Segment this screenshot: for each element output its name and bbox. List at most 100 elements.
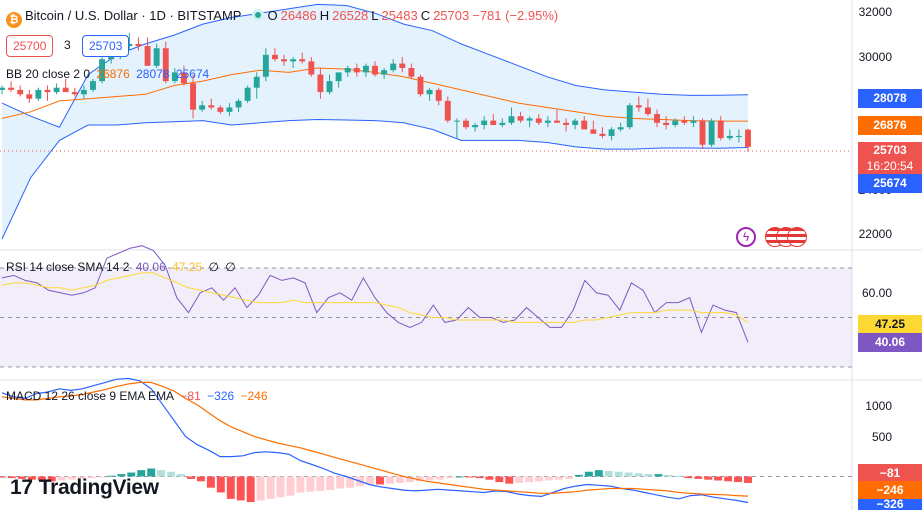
macd-hist-bar (256, 476, 265, 501)
price-tick: 22000 (858, 227, 892, 241)
high-value: 26528 (332, 8, 369, 23)
macd-hist-bar (515, 476, 524, 483)
candle-body (262, 54, 269, 77)
macd-hist-bar (614, 471, 623, 477)
candle-body (326, 81, 333, 93)
candle-body (408, 67, 415, 77)
candle-body (190, 83, 197, 110)
bitcoin-icon: ₿ (6, 12, 22, 28)
rsi-sma-line (1, 272, 749, 323)
rsi-tick: 60.00 (861, 286, 892, 300)
candle-body (526, 118, 533, 121)
change-value: −781 (−2.95%) (472, 8, 559, 23)
macd-signal-value: −246 (240, 389, 268, 403)
close-label: C (420, 8, 431, 23)
macd-hist-bar (7, 476, 16, 479)
us-flag-icon[interactable] (787, 227, 807, 247)
candle-body (399, 63, 406, 68)
tv-logo-icon: 17 (10, 476, 33, 499)
tv-logo-text: TradingView (38, 476, 159, 499)
macd-hist-bar (495, 476, 504, 483)
macd-hist-bar (206, 476, 215, 488)
macd-hist-bar (505, 476, 514, 484)
candle-body (362, 65, 369, 73)
macd-hist-bar (714, 476, 723, 481)
candle-body (617, 127, 624, 130)
candle-body (35, 89, 42, 99)
price-tick: 30000 (858, 50, 892, 64)
symbol-title[interactable]: Bitcoin / U.S. Dollar · 1D · BITSTAMP (25, 8, 242, 23)
macd-hist-bar (624, 472, 633, 477)
rsi-legend[interactable]: RSI 14 close SMA 14 2 40.06 47.25 ∅ ∅ (6, 260, 239, 274)
candle-body (144, 46, 151, 66)
candle-body (244, 87, 251, 101)
candle-body (745, 129, 751, 147)
macd-hist-bar (545, 476, 554, 481)
candle-body (226, 107, 233, 112)
bb-lower-value: 25674 (175, 67, 210, 81)
lightning-icon[interactable]: ϟ (736, 227, 756, 247)
candle-body (663, 122, 670, 125)
macd-hist-bar (167, 471, 176, 477)
open-value: 26486 (280, 8, 317, 23)
candlestick-series[interactable] (0, 32, 751, 152)
candle-body (253, 76, 260, 88)
candle-body (0, 87, 5, 90)
rsi-extra2: ∅ (225, 260, 236, 274)
bb-legend[interactable]: BB 20 close 2 0 26876 28078 25674 (6, 67, 212, 81)
macd-hist-bar (664, 474, 673, 477)
candle-body (372, 65, 378, 75)
macd-hist-bar (684, 476, 693, 479)
macd-hist-bar (286, 476, 295, 496)
candle-body (390, 63, 397, 71)
candle-body (481, 120, 488, 125)
macd-hist-bar (326, 476, 335, 491)
candle-body (17, 89, 24, 95)
macd-hist-bar (177, 474, 186, 477)
last-price-tag: 25703 (858, 142, 922, 159)
candle-body (308, 61, 315, 75)
macd-hist-bar (57, 476, 66, 481)
price-tick: 32000 (858, 5, 892, 19)
tradingview-logo[interactable]: 17 TradingView (10, 476, 159, 500)
macd-hist-bar (37, 476, 46, 481)
rsi-value: 40.06 (135, 260, 166, 274)
candle-body (690, 120, 697, 123)
macd-hist-bar (425, 476, 434, 481)
candle-body (299, 59, 306, 62)
candle-body (453, 120, 460, 122)
candle-body (717, 120, 724, 139)
candle-body (508, 116, 515, 123)
macd-hist-bar (17, 476, 26, 479)
macd-hist-bar (395, 476, 404, 483)
macd-pane (0, 377, 852, 504)
macd-legend[interactable]: MACD 12 26 close 9 EMA EMA −81 −326 −246 (6, 389, 271, 403)
candle-body (517, 116, 524, 121)
macd-hist-bar (465, 476, 474, 478)
rsi-tag: 40.06 (858, 333, 922, 352)
macd-hist-bar (196, 476, 205, 482)
candle-body (726, 135, 733, 139)
candle-body (590, 129, 597, 134)
candle-body (335, 72, 342, 82)
candle-body (217, 107, 224, 112)
candle-body (135, 43, 142, 47)
macd-hist-bar (445, 476, 454, 479)
sell-button[interactable]: 25700 (6, 35, 54, 57)
macd-hist-bar (584, 471, 593, 477)
macd-hist-bar (127, 472, 136, 477)
macd-hist-bar (67, 476, 76, 480)
macd-hist-bar (574, 474, 583, 477)
candle-body (8, 87, 15, 90)
macd-hist-bar (236, 476, 245, 501)
macd-legend-label: MACD 12 26 close 9 EMA EMA (6, 389, 175, 403)
macd-hist-bar (694, 476, 703, 479)
buy-button[interactable]: 25703 (82, 35, 130, 57)
macd-hist-bar (366, 476, 375, 485)
macd-hist-bar (97, 476, 106, 478)
macd-hist-bar (87, 476, 96, 479)
rsi-pane (0, 245, 852, 368)
candle-body (426, 89, 433, 95)
candle-body (162, 48, 169, 82)
